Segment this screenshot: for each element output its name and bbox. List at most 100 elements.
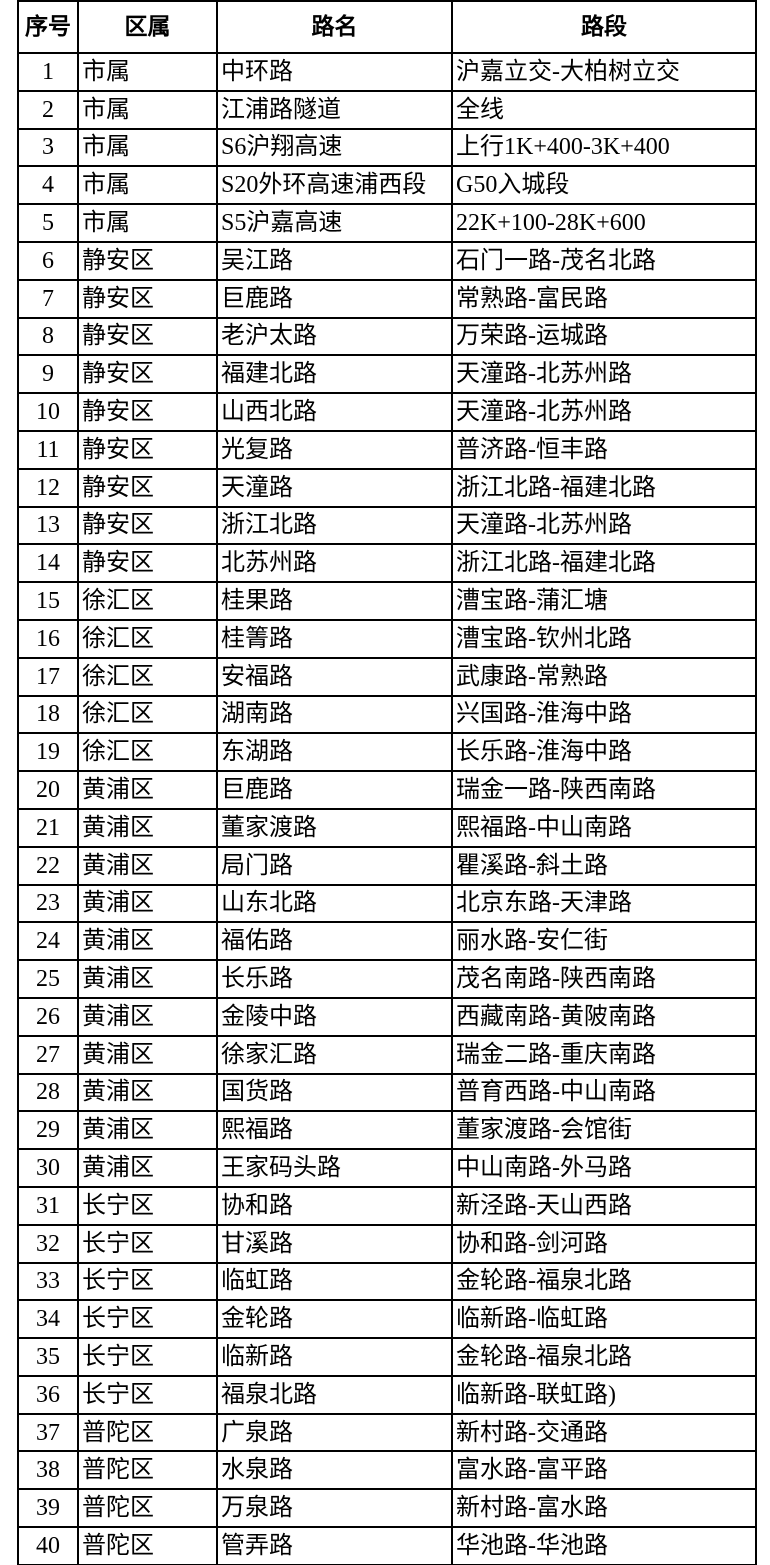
cell: 中环路: [216, 52, 453, 92]
cell: 桂箐路: [216, 618, 453, 659]
cell: 万荣路-运城路: [451, 316, 757, 357]
cell: 国货路: [216, 1072, 453, 1113]
cell: 丽水路-安仁街: [451, 921, 757, 962]
cell: 浙江北路-福建北路: [451, 467, 757, 508]
table-row: 1 市属 中环路 沪嘉立交-大柏树立交: [17, 52, 757, 92]
cell: 新村路-交通路: [451, 1412, 757, 1453]
table-row: 25 黄浦区 长乐路 茂名南路-陕西南路: [17, 959, 757, 999]
index-cell: 36: [17, 1374, 79, 1415]
cell: 静安区: [77, 354, 218, 395]
cell: 天潼路-北苏州路: [451, 354, 757, 395]
cell: 中山南路-外马路: [451, 1148, 757, 1188]
table-row: 15 徐汇区 桂果路 漕宝路-蒲汇塘: [17, 581, 757, 621]
cell: 富水路-富平路: [451, 1450, 757, 1491]
table-row: 12 静安区 天潼路 浙江北路-福建北路: [17, 467, 757, 508]
cell: 市属: [77, 203, 218, 243]
table-row: 6 静安区 吴江路 石门一路-茂名北路: [17, 240, 757, 281]
cell: 静安区: [77, 543, 218, 584]
cell: 新泾路-天山西路: [451, 1185, 757, 1226]
cell: 水泉路: [216, 1450, 453, 1491]
index-cell: 13: [17, 505, 79, 546]
table-row: 21 黄浦区 董家渡路 熙福路-中山南路: [17, 807, 757, 848]
cell: 临新路-联虹路): [451, 1374, 757, 1415]
cell: 福佑路: [216, 921, 453, 962]
index-cell: 18: [17, 694, 79, 735]
cell: 安福路: [216, 656, 453, 697]
table-row: 37 普陀区 广泉路 新村路-交通路: [17, 1412, 757, 1453]
road-table: 序号 区属 路名 路段 1 市属 中环路 沪嘉立交-大柏树立交 2 市属 江浦路隧道 全线 3 市属 S6…: [17, 0, 757, 1565]
table-row: 19 徐汇区 东湖路 长乐路-淮海中路: [17, 732, 757, 773]
table-row: 34 长宁区 金轮路 临新路-临虹路: [17, 1299, 757, 1340]
index-cell: 27: [17, 1034, 79, 1075]
table-row: 4 市属 S20外环高速浦西段 G50入城段: [17, 165, 757, 206]
cell: 常熟路-富民路: [451, 278, 757, 319]
index-cell: 38: [17, 1450, 79, 1491]
cell: 山东北路: [216, 883, 453, 924]
index-cell: 20: [17, 770, 79, 810]
index-cell: 26: [17, 996, 79, 1037]
table-body: 1 市属 中环路 沪嘉立交-大柏树立交 2 市属 江浦路隧道 全线 3 市属 S6沪翔高速 上行1K+…: [17, 52, 757, 1565]
cell: 黄浦区: [77, 770, 218, 810]
cell: 金轮路-福泉北路: [451, 1261, 757, 1302]
cell: 黄浦区: [77, 1148, 218, 1188]
index-cell: 34: [17, 1299, 79, 1340]
cell: 董家渡路-会馆街: [451, 1110, 757, 1151]
index-cell: 7: [17, 278, 79, 319]
cell: 漕宝路-钦州北路: [451, 618, 757, 659]
table-row: 17 徐汇区 安福路 武康路-常熟路: [17, 656, 757, 697]
cell: 市属: [77, 89, 218, 130]
cell: 普陀区: [77, 1412, 218, 1453]
cell: 上行1K+400-3K+400: [451, 127, 757, 168]
cell: 巨鹿路: [216, 770, 453, 810]
index-cell: 5: [17, 203, 79, 243]
table-row: 22 黄浦区 局门路 瞿溪路-斜土路: [17, 845, 757, 886]
table-row: 23 黄浦区 山东北路 北京东路-天津路: [17, 883, 757, 924]
table-row: 5 市属 S5沪嘉高速 22K+100-28K+600: [17, 203, 757, 243]
cell: 普陀区: [77, 1526, 218, 1565]
cell: 沪嘉立交-大柏树立交: [451, 52, 757, 92]
index-cell: 28: [17, 1072, 79, 1113]
table-row: 11 静安区 光复路 普济路-恒丰路: [17, 429, 757, 470]
index-cell: 22: [17, 845, 79, 886]
cell: 金轮路-福泉北路: [451, 1337, 757, 1377]
index-cell: 12: [17, 467, 79, 508]
table-row: 28 黄浦区 国货路 普育西路-中山南路: [17, 1072, 757, 1113]
cell: 静安区: [77, 316, 218, 357]
index-cell: 23: [17, 883, 79, 924]
table-row: 3 市属 S6沪翔高速 上行1K+400-3K+400: [17, 127, 757, 168]
cell: 武康路-常熟路: [451, 656, 757, 697]
cell: 徐汇区: [77, 694, 218, 735]
cell: 普陀区: [77, 1488, 218, 1529]
index-cell: 30: [17, 1148, 79, 1188]
index-cell: 8: [17, 316, 79, 357]
cell: 黄浦区: [77, 807, 218, 848]
table-row: 35 长宁区 临新路 金轮路-福泉北路: [17, 1337, 757, 1377]
cell: 天潼路: [216, 467, 453, 508]
table-row: 10 静安区 山西北路 天潼路-北苏州路: [17, 392, 757, 432]
cell: 徐汇区: [77, 656, 218, 697]
table-row: 14 静安区 北苏州路 浙江北路-福建北路: [17, 543, 757, 584]
cell: 普济路-恒丰路: [451, 429, 757, 470]
cell: 静安区: [77, 467, 218, 508]
table-row: 33 长宁区 临虹路 金轮路-福泉北路: [17, 1261, 757, 1302]
cell: 山西北路: [216, 392, 453, 432]
cell: 黄浦区: [77, 1072, 218, 1113]
cell: 市属: [77, 127, 218, 168]
cell: 万泉路: [216, 1488, 453, 1529]
cell: 徐汇区: [77, 618, 218, 659]
index-cell: 31: [17, 1185, 79, 1226]
table-row: 39 普陀区 万泉路 新村路-富水路: [17, 1488, 757, 1529]
cell: 协和路: [216, 1185, 453, 1226]
cell: 瑞金一路-陕西南路: [451, 770, 757, 810]
cell: 巨鹿路: [216, 278, 453, 319]
table-row: 16 徐汇区 桂箐路 漕宝路-钦州北路: [17, 618, 757, 659]
cell: 22K+100-28K+600: [451, 203, 757, 243]
table-row: 8 静安区 老沪太路 万荣路-运城路: [17, 316, 757, 357]
cell: 浙江北路-福建北路: [451, 543, 757, 584]
cell: 长宁区: [77, 1223, 218, 1264]
table-row: 31 长宁区 协和路 新泾路-天山西路: [17, 1185, 757, 1226]
cell: 瞿溪路-斜土路: [451, 845, 757, 886]
cell: 西藏南路-黄陂南路: [451, 996, 757, 1037]
cell: 市属: [77, 52, 218, 92]
